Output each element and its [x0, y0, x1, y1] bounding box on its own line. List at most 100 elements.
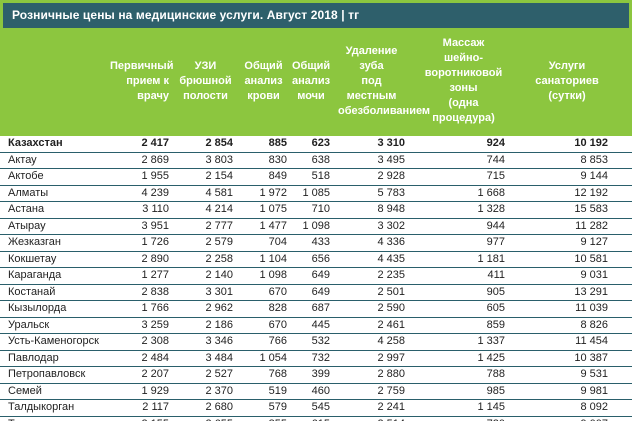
cell-value: 2 186 [205, 318, 233, 331]
cell-value: 2 655 [178, 416, 240, 421]
row-label: Костанай [8, 285, 56, 298]
cell-value: 828 [268, 302, 287, 314]
cell-value: 830 [268, 153, 287, 166]
cell-value: 1 054 [259, 351, 287, 364]
cell-value: 2 417 [141, 137, 169, 149]
table-row: Астана 3 110 4 214 1 075 710 8 948 1 328 15 583 [0, 202, 632, 218]
column-header: Удаление зуба под местным обезболиванием [338, 28, 430, 136]
cell-value: 4 239 [141, 186, 169, 199]
row-label: Актау [8, 153, 37, 166]
cell-value: 788 [486, 368, 505, 380]
cell-value: 11 454 [575, 335, 608, 347]
cell-value: 649 [311, 285, 330, 298]
cell-value: 704 [268, 236, 287, 248]
cell-value: 13 291 [574, 285, 608, 298]
table-row: Тараз2 1552 6558556152 5147209 007 [0, 416, 632, 421]
cell-value: 519 [268, 384, 287, 397]
cell-value: 2 258 [205, 252, 233, 265]
table-row: Караганда 1 277 2 140 1 098 649 2 235 411 9 031 [0, 268, 632, 284]
cell-value: 1 955 [141, 170, 169, 182]
cell-value: 1 145 [477, 401, 505, 413]
cell-value: 905 [486, 285, 505, 298]
cell-value: 1 085 [302, 186, 330, 199]
page-title: Розничные цены на медицинские услуги. Ав… [3, 3, 629, 28]
cell-value: 855 [240, 416, 292, 421]
cell-value: 1 181 [477, 252, 505, 265]
cell-value: 2 928 [377, 170, 405, 182]
cell-value: 710 [311, 203, 330, 215]
cell-value: 4 258 [377, 335, 405, 347]
table-row: Семей 1 929 2 370 519 460 2 759 985 9 981 [0, 383, 632, 400]
cell-value: 2 590 [377, 302, 405, 314]
cell-value: 9 127 [580, 236, 608, 248]
cell-value: 4 336 [377, 236, 405, 248]
column-header: Услуги санаториев (сутки) [526, 28, 632, 136]
cell-value: 15 583 [574, 203, 608, 215]
cell-value: 885 [268, 137, 287, 149]
cell-value: 670 [268, 285, 287, 298]
cell-value: 1 425 [477, 351, 505, 364]
cell-value: 3 484 [205, 351, 233, 364]
cell-value: 2 680 [205, 401, 233, 413]
table-row: Уральск 3 259 2 186 670 445 2 461 859 8 826 [0, 317, 632, 334]
cell-value: 2 527 [205, 368, 233, 380]
cell-value: 732 [311, 351, 330, 364]
table-row: Усть-Каменогорск 2 308 3 346 766 532 4 258 1 3… [0, 334, 632, 350]
column-header: УЗИ брюшной полости [178, 28, 240, 136]
row-label: Жезказган [8, 236, 61, 248]
table-row: Кокшетау 2 890 2 258 1 104 656 4 435 1 181 10 5… [0, 251, 632, 268]
cell-value: 2 370 [205, 384, 233, 397]
row-label: Казахстан [8, 137, 63, 149]
row-label: Караганда [8, 269, 62, 281]
cell-value: 944 [486, 219, 505, 232]
title-frame: Розничные цены на медицинские услуги. Ав… [0, 0, 632, 28]
cell-value: 2 235 [377, 269, 405, 281]
region-column-header [0, 28, 110, 136]
row-label: Семей [8, 384, 42, 397]
cell-value: 3 803 [205, 153, 233, 166]
cell-value: 2 579 [205, 236, 233, 248]
cell-value: 3 301 [205, 285, 233, 298]
table-row: Актау 2 869 3 803 830 638 3 495 744 8 853 [0, 152, 632, 169]
cell-value: 766 [268, 335, 287, 347]
cell-value: 670 [268, 318, 287, 331]
cell-value: 545 [311, 401, 330, 413]
column-header: Общий анализ мочи [292, 28, 338, 136]
cell-value: 2 461 [377, 318, 405, 331]
cell-value: 656 [311, 252, 330, 265]
cell-value: 4 581 [205, 186, 233, 199]
cell-value: 3 495 [377, 153, 405, 166]
header-row: Первичный прием к врачу УЗИ брюшной полос… [0, 28, 632, 136]
table-row: Актобе 1 955 2 154 849 518 2 928 715 9 144 [0, 169, 632, 185]
cell-value: 2 241 [377, 401, 405, 413]
cell-value: 3 951 [141, 219, 169, 232]
cell-value: 2 514 [338, 416, 422, 421]
cell-value: 445 [311, 318, 330, 331]
cell-value: 11 039 [575, 302, 608, 314]
cell-value: 3 302 [377, 219, 405, 232]
cell-value: 12 192 [574, 186, 608, 199]
row-label: Уральск [8, 318, 50, 331]
row-label: Павлодар [8, 351, 59, 364]
cell-value: 3 346 [205, 335, 233, 347]
column-header: Массаж шейно- воротниковой зоны (одна пр… [422, 28, 526, 136]
cell-value: 1 277 [141, 269, 169, 281]
cell-value: 687 [311, 302, 330, 314]
cell-value: 518 [311, 170, 330, 182]
cell-value: 1 726 [141, 236, 169, 248]
cell-value: 433 [311, 236, 330, 248]
cell-value: 1 972 [259, 186, 287, 199]
cell-value: 2 501 [377, 285, 405, 298]
row-label: Талдыкорган [8, 401, 75, 413]
cell-value: 1 098 [302, 219, 330, 232]
cell-value: 2 854 [205, 137, 233, 149]
table-row: Жезказган 1 726 2 579 704 433 4 336 977 9 127 [0, 235, 632, 251]
table-row: Талдыкорган 2 117 2 680 579 545 2 241 1 145 8 0… [0, 400, 632, 416]
cell-value: 10 192 [574, 137, 608, 149]
cell-value: 720 [422, 416, 526, 421]
cell-value: 1 098 [259, 269, 287, 281]
cell-value: 1 668 [477, 186, 505, 199]
cell-value: 2 140 [205, 269, 233, 281]
cell-value: 1 477 [259, 219, 287, 232]
cell-value: 5 783 [377, 186, 405, 199]
